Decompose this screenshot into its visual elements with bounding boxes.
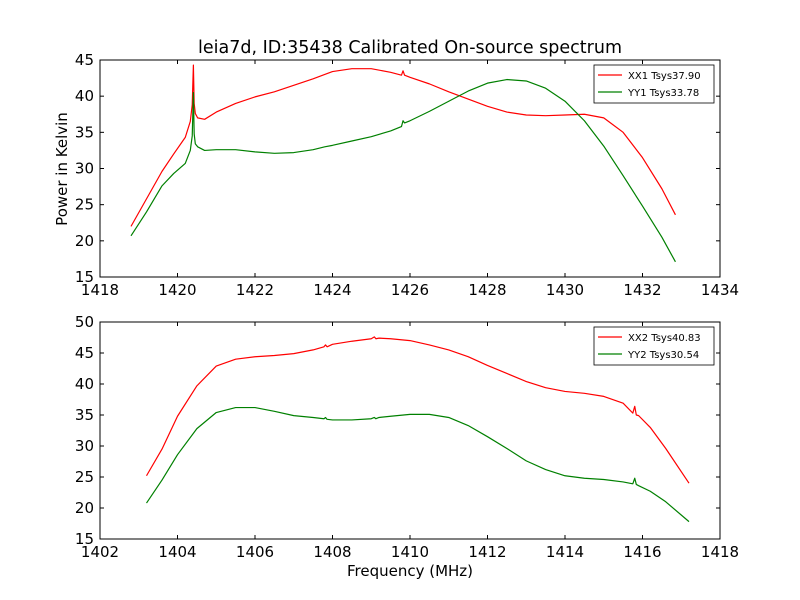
legend-box — [593, 326, 715, 366]
legend-box — [593, 64, 715, 104]
x-tick-label: 1402 — [81, 543, 119, 561]
y-tick-label: 40 — [75, 87, 94, 105]
x-tick-label: 1422 — [236, 281, 274, 299]
figure-title: leia7d, ID:35438 Calibrated On-source sp… — [198, 38, 622, 58]
x-axis-label: Frequency (MHz) — [347, 562, 473, 580]
x-tick-label: 1430 — [546, 281, 584, 299]
bottom-spectrum-panel: 1402 1404 1406 1408 1410 1412 1414 1416 1418 15 20… — [75, 313, 739, 561]
x-tick-label: 1428 — [468, 281, 506, 299]
x-tick-label: 1424 — [313, 281, 351, 299]
x-tick-label: 1404 — [158, 543, 196, 561]
series-line-yy2 — [146, 406, 690, 523]
x-tick-label: 1418 — [701, 543, 739, 561]
x-tick-label: 1420 — [158, 281, 196, 299]
y-tick-label: 15 — [75, 268, 94, 286]
y-tick-label: 15 — [75, 530, 94, 548]
y-tick-label: 50 — [75, 313, 94, 331]
y-tick-label: 25 — [75, 468, 94, 486]
series-line-xx1 — [130, 64, 676, 227]
y-tick-label: 35 — [75, 406, 94, 424]
x-tick-label: 1414 — [546, 543, 584, 561]
y-tick-label: 45 — [75, 51, 94, 69]
y-tick-label: 35 — [75, 123, 94, 141]
y-tick-label: 30 — [75, 160, 94, 178]
x-tick-label: 1432 — [623, 281, 661, 299]
x-tick-label: 1426 — [391, 281, 429, 299]
legend-label: YY2 Tsys30.54 — [627, 350, 699, 361]
x-tick-label: 1416 — [623, 543, 661, 561]
legend-label: YY1 Tsys33.78 — [627, 88, 699, 99]
x-tick-label: 1418 — [81, 281, 119, 299]
legend-label: XX2 Tsys40.83 — [628, 333, 701, 344]
x-tick-label: 1408 — [313, 543, 351, 561]
y-tick-label: 20 — [75, 232, 94, 250]
series-line-yy1 — [130, 78, 676, 263]
x-tick-label: 1412 — [468, 543, 506, 561]
top-spectrum-panel: 1418 1420 1422 1424 1426 1428 1430 1432 1434 15 20… — [75, 51, 739, 299]
y-tick-label: 30 — [75, 437, 94, 455]
x-tick-label: 1410 — [391, 543, 429, 561]
y-tick-label: 40 — [75, 375, 94, 393]
legend-label: XX1 Tsys37.90 — [628, 71, 701, 82]
x-tick-label: 1434 — [701, 281, 739, 299]
series-line-xx2 — [145, 336, 690, 484]
x-tick-label: 1406 — [236, 543, 274, 561]
y-axis-label: Power in Kelvin — [53, 112, 71, 226]
y-tick-label: 45 — [75, 344, 94, 362]
y-tick-label: 20 — [75, 499, 94, 517]
y-tick-label: 25 — [75, 196, 94, 214]
